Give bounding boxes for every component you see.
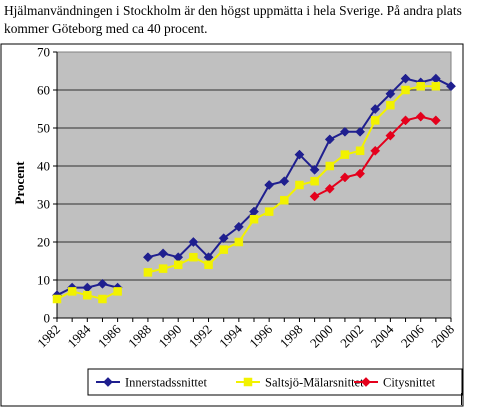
data-point-citysnittet xyxy=(339,172,350,183)
legend-box xyxy=(87,368,463,396)
x-tick-label: 1998 xyxy=(277,322,306,351)
data-point-saltsj-m-larsnittet xyxy=(249,214,259,224)
y-tick-label: 40 xyxy=(37,159,50,174)
x-tick-label: 1986 xyxy=(95,321,124,350)
data-point-saltsj-m-larsnittet xyxy=(219,245,228,254)
legend-swatch-marker-saltsj-m-larsnittet xyxy=(243,377,253,387)
x-tick-label: 2002 xyxy=(337,322,366,351)
data-point-innerstadssnittet xyxy=(279,176,290,187)
data-point-citysnittet xyxy=(309,191,320,202)
data-point-saltsj-m-larsnittet xyxy=(401,85,410,95)
x-tick-label: 2004 xyxy=(368,321,397,350)
data-point-innerstadssnittet xyxy=(294,149,305,160)
chart-caption: Hjälmanvändningen i Stockholm är den hög… xyxy=(4,3,462,36)
y-axis-title: Procent xyxy=(12,161,27,205)
data-point-saltsj-m-larsnittet xyxy=(173,260,183,270)
data-point-innerstadssnittet xyxy=(370,104,381,114)
data-point-innerstadssnittet xyxy=(188,237,199,247)
data-point-saltsj-m-larsnittet xyxy=(143,268,153,277)
legend-label-citysnittet: Citysnittet xyxy=(383,376,436,390)
x-tick-label: 2006 xyxy=(398,321,427,350)
data-point-citysnittet xyxy=(430,115,441,126)
data-point-innerstadssnittet xyxy=(218,233,229,244)
data-point-citysnittet xyxy=(370,145,381,156)
legend: Innerstadssnittet Saltsjö-Mälarsnittet Cit… xyxy=(87,368,463,396)
data-point-citysnittet xyxy=(400,115,411,126)
data-point-citysnittet xyxy=(415,111,426,122)
data-point-saltsj-m-larsnittet xyxy=(370,116,380,125)
data-point-saltsj-m-larsnittet xyxy=(431,81,441,91)
data-point-saltsj-m-larsnittet xyxy=(264,207,274,216)
y-tick-label: 20 xyxy=(37,235,50,250)
legend-swatch-marker-citysnittet xyxy=(361,377,371,387)
data-point-saltsj-m-larsnittet xyxy=(98,294,107,304)
x-tick-label: 1994 xyxy=(216,321,245,350)
y-tick-label: 60 xyxy=(37,83,50,98)
data-point-saltsj-m-larsnittet xyxy=(189,252,198,262)
data-point-innerstadssnittet xyxy=(264,180,275,190)
y-tick-label: 50 xyxy=(37,121,50,136)
data-point-citysnittet xyxy=(355,168,366,179)
data-point-innerstadssnittet xyxy=(339,126,350,137)
data-point-saltsj-m-larsnittet xyxy=(204,260,213,270)
data-point-saltsj-m-larsnittet xyxy=(325,161,335,171)
data-point-saltsj-m-larsnittet xyxy=(355,146,365,156)
x-tick-label: 1988 xyxy=(125,322,154,351)
data-point-saltsj-m-larsnittet xyxy=(67,287,77,296)
text-cursor-mark xyxy=(461,393,462,405)
data-point-innerstadssnittet xyxy=(97,278,108,289)
data-point-citysnittet xyxy=(324,183,335,194)
data-point-saltsj-m-larsnittet xyxy=(113,287,122,296)
x-tick-label: 1990 xyxy=(155,322,184,351)
data-point-innerstadssnittet xyxy=(446,81,456,92)
data-point-saltsj-m-larsnittet xyxy=(386,100,395,110)
data-point-innerstadssnittet xyxy=(355,126,366,137)
x-tick-label: 2008 xyxy=(428,322,457,351)
legend-label-saltsj-m-larsnittet: Saltsjö-Mälarsnittet xyxy=(265,376,364,390)
x-tick-label: 1982 xyxy=(34,322,63,351)
data-point-saltsj-m-larsnittet xyxy=(416,81,425,91)
data-point-innerstadssnittet xyxy=(400,73,411,84)
legend-label-innerstadssnittet: Innerstadssnittet xyxy=(125,376,207,390)
legend-swatch-marker-innerstadssnittet xyxy=(103,377,113,387)
data-point-saltsj-m-larsnittet xyxy=(295,180,304,190)
data-point-innerstadssnittet xyxy=(309,164,320,175)
x-tick-label: 1996 xyxy=(246,321,275,350)
y-tick-label: 0 xyxy=(44,311,51,326)
data-point-innerstadssnittet xyxy=(385,88,396,99)
data-point-innerstadssnittet xyxy=(324,134,335,145)
data-point-innerstadssnittet xyxy=(233,221,244,232)
data-point-saltsj-m-larsnittet xyxy=(234,237,244,247)
data-point-citysnittet xyxy=(385,130,396,141)
data-point-innerstadssnittet xyxy=(158,248,169,259)
x-tick-label: 2000 xyxy=(307,322,336,351)
data-point-saltsj-m-larsnittet xyxy=(340,150,350,159)
y-tick-label: 70 xyxy=(37,45,50,60)
data-point-saltsj-m-larsnittet xyxy=(158,264,168,273)
x-tick-label: 1992 xyxy=(186,322,215,351)
data-point-innerstadssnittet xyxy=(142,252,153,263)
data-point-saltsj-m-larsnittet xyxy=(52,294,62,304)
y-tick-label: 30 xyxy=(37,197,50,212)
data-point-saltsj-m-larsnittet xyxy=(310,176,319,186)
data-point-saltsj-m-larsnittet xyxy=(83,290,92,300)
data-point-saltsj-m-larsnittet xyxy=(280,195,289,205)
plot-area xyxy=(56,51,452,319)
x-tick-label: 1984 xyxy=(64,321,93,350)
y-tick-label: 10 xyxy=(37,273,50,288)
chart-border xyxy=(0,43,464,407)
